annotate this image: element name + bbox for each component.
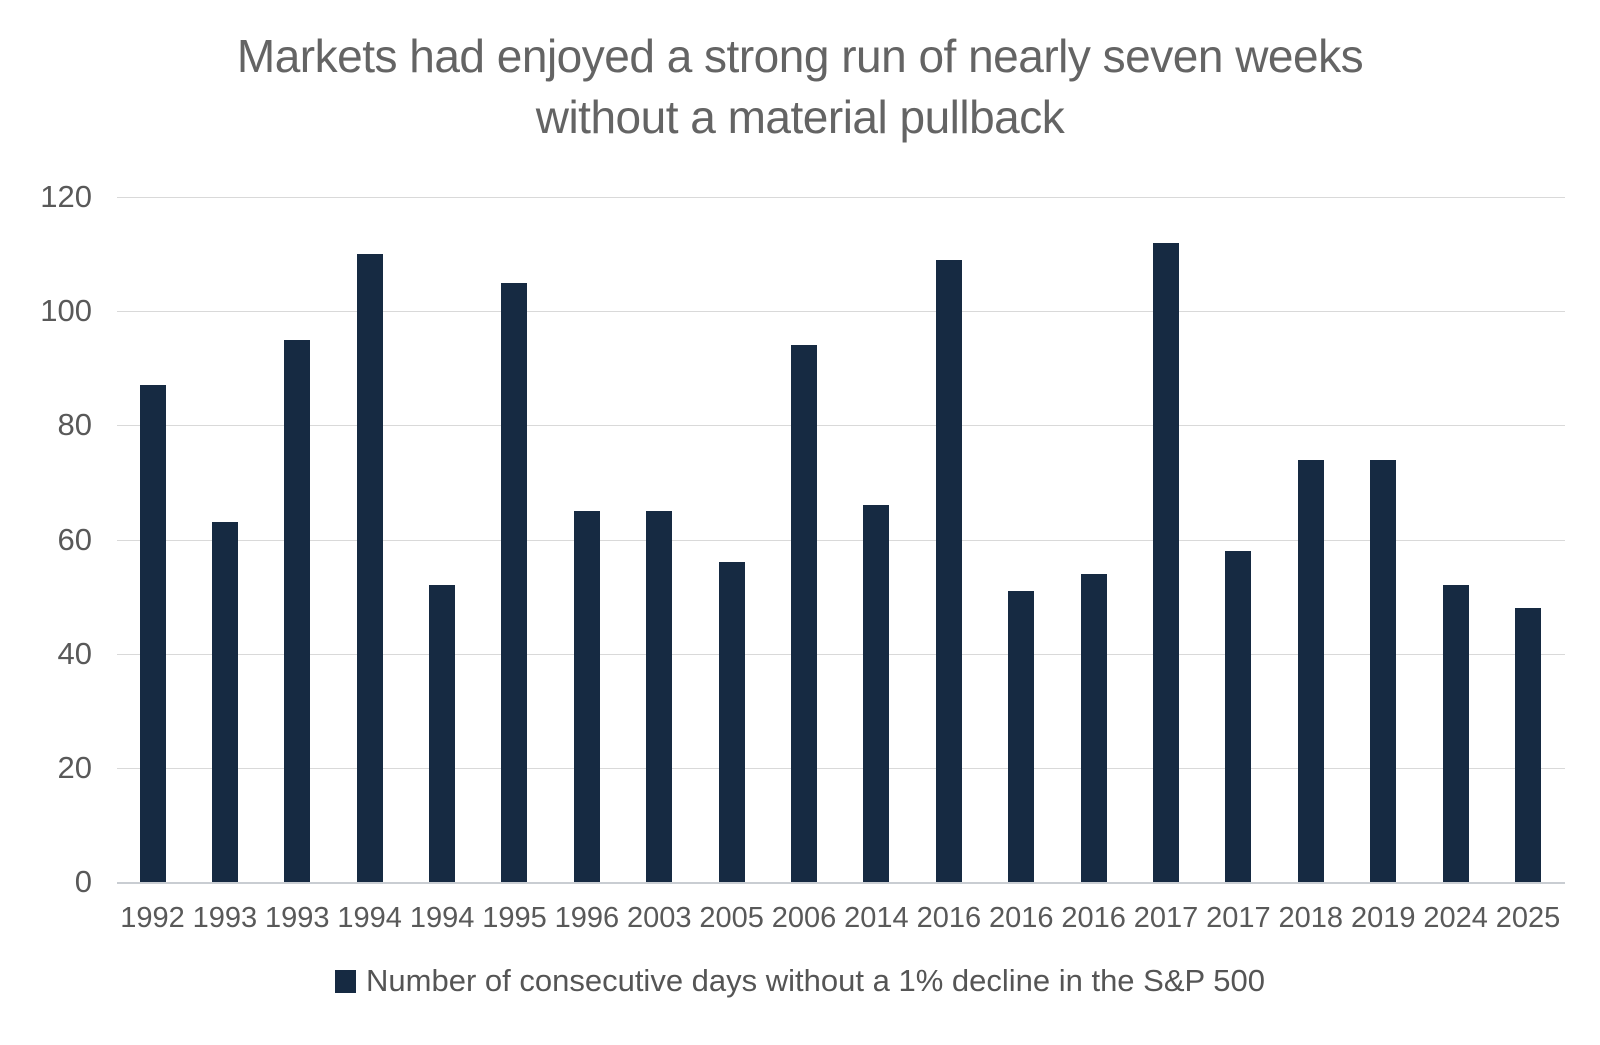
x-axis-line	[117, 882, 1565, 884]
x-tick-label-14: 2017	[1133, 902, 1199, 934]
y-tick-label-0: 0	[74, 864, 92, 899]
gridline	[117, 197, 1565, 198]
bar-2017-15	[1225, 550, 1252, 882]
x-tick-label-17: 2019	[1350, 902, 1416, 934]
bar-1995-5	[501, 282, 528, 882]
x-tick-label-8: 2005	[699, 902, 764, 934]
bar-1994-3	[356, 254, 383, 882]
x-tick-label-18: 2024	[1423, 902, 1488, 934]
chart-title: Markets had enjoyed a strong run of near…	[0, 26, 1600, 148]
bar-2018-16	[1297, 459, 1324, 882]
y-tick-label-40: 40	[57, 635, 92, 671]
bar-1992-0	[139, 385, 166, 882]
bar-2016-11	[935, 259, 962, 882]
x-tick-label-11: 2016	[916, 902, 982, 934]
x-tick-label-5: 1995	[482, 902, 547, 934]
chart-title-line2: without a material pullback	[535, 91, 1065, 143]
bar-2016-12	[1008, 590, 1035, 882]
gridline	[117, 767, 1565, 769]
bar-2024-18	[1442, 585, 1469, 882]
bar-2014-10	[863, 505, 890, 882]
bar-1996-6	[573, 510, 600, 882]
x-tick-label-0: 1992	[120, 902, 185, 934]
x-tick-label-1: 1993	[192, 902, 258, 934]
gridline	[117, 653, 1565, 655]
x-tick-label-6: 1996	[554, 902, 620, 934]
x-tick-label-9: 2006	[771, 902, 837, 934]
legend: Number of consecutive days without a 1% …	[0, 962, 1600, 1000]
x-tick-label-2: 1993	[265, 902, 330, 934]
y-tick-label-120: 120	[40, 179, 92, 214]
bar-2003-7	[646, 510, 673, 882]
bar-2025-19	[1515, 608, 1541, 882]
bar-2019-17	[1370, 459, 1397, 882]
x-tick-label-19: 2025	[1495, 902, 1561, 934]
x-tick-label-7: 2003	[626, 902, 692, 934]
y-tick-label-80: 80	[57, 407, 92, 443]
gridline	[117, 311, 1565, 313]
y-tick-label-100: 100	[40, 293, 92, 329]
bar-1994-4	[429, 585, 456, 882]
x-tick-label-12: 2016	[988, 902, 1054, 934]
x-tick-label-13: 2016	[1061, 902, 1126, 934]
gridline	[117, 425, 1565, 427]
bar-1993-2	[284, 339, 311, 882]
y-tick-label-20: 20	[57, 749, 92, 785]
x-tick-label-16: 2018	[1278, 902, 1344, 934]
legend-label: Number of consecutive days without a 1% …	[366, 963, 1265, 998]
bar-2006-9	[791, 345, 818, 882]
chart-title-line1: Markets had enjoyed a strong run of near…	[236, 30, 1364, 82]
bar-2016-13	[1080, 573, 1107, 882]
x-tick-label-15: 2017	[1206, 902, 1271, 934]
x-tick-label-4: 1994	[409, 902, 475, 934]
x-tick-label-3: 1994	[337, 902, 402, 934]
plot-area	[117, 197, 1565, 884]
bar-2017-14	[1153, 242, 1180, 882]
bar-1993-1	[211, 522, 238, 882]
y-tick-label-60: 60	[57, 521, 92, 557]
legend-swatch-icon	[335, 969, 357, 993]
bar-2005-8	[718, 562, 745, 882]
gridline	[117, 539, 1565, 541]
x-tick-label-10: 2014	[844, 902, 909, 934]
